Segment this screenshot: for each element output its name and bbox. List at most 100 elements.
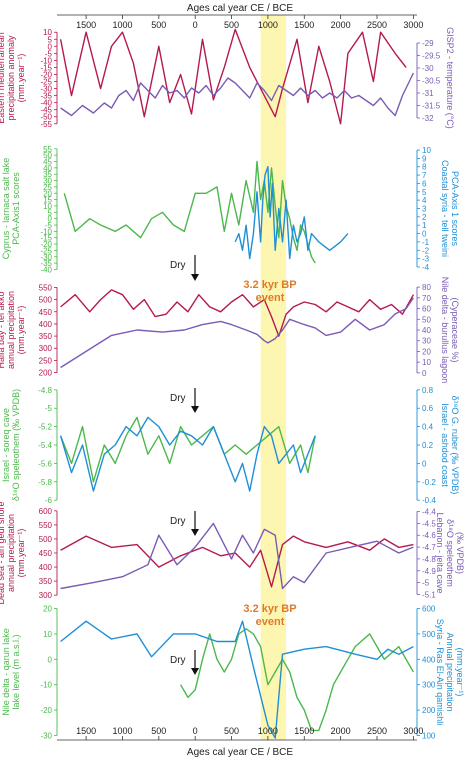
- y-axis-tick-label: 7: [422, 171, 427, 180]
- y-axis-tick-label: -1: [422, 238, 430, 247]
- y-axis-tick-label: 600: [422, 605, 436, 614]
- y-axis-tick-label: 300: [39, 591, 53, 600]
- y-axis-tick-label: 25: [43, 183, 52, 192]
- y-axis-tick-label: -10: [40, 227, 52, 236]
- y-axis-tick-label: 0: [48, 215, 53, 224]
- series-line-right: [60, 620, 414, 739]
- y-axis-tick-label: -5.2: [38, 423, 52, 432]
- series-line-right: [234, 165, 349, 260]
- y-axis-title: Nile delta - qarun lake: [1, 628, 11, 716]
- y-axis-title: Cyprus - larnaca salt lake: [1, 158, 11, 260]
- y-axis-tick-label: 500: [39, 535, 53, 544]
- y-axis-tick-label: -55: [40, 120, 52, 129]
- y-axis-tick-label: -30: [40, 85, 52, 94]
- y-axis-tick-label: 250: [39, 356, 53, 365]
- y-axis-tick-label: -4.5: [422, 519, 436, 528]
- y-axis-title: (mm.year⁻¹): [16, 306, 26, 355]
- y-axis-tick-label: 55: [43, 145, 52, 154]
- top-axis-tick-label: 0: [193, 20, 198, 30]
- bottom-axis-tick-label: 500: [151, 726, 166, 736]
- y-axis-tick-label: 8: [422, 163, 427, 172]
- bottom-axis-tick-label: 500: [224, 726, 239, 736]
- y-axis-tick-label: 1: [422, 221, 427, 230]
- y-axis-tick-label: -40: [40, 265, 52, 274]
- panel-4-right-axis: -0.4 -0.2 0 0.2 0.4 0.6 0.8 Israel - ashdod coa…: [416, 386, 460, 505]
- top-axis-tick-label: 1500: [294, 20, 314, 30]
- dry-label-1: Dry: [170, 260, 186, 271]
- y-axis-tick-label: -30: [422, 64, 434, 73]
- y-axis-tick-label: 0.8: [422, 386, 434, 395]
- top-axis-title: Ages cal year CE / BCE: [187, 3, 293, 14]
- dry-marker-1: Dry: [170, 255, 199, 281]
- y-axis-tick-label: -6: [45, 496, 53, 505]
- panel-4-left-axis: -6 -5.8 -5.6 -5.4 -5.2 -5 -4.8 Israel - soreq c…: [1, 386, 58, 505]
- y-axis-tick-label: 50: [422, 315, 431, 324]
- y-axis-tick-label: -20: [40, 706, 52, 715]
- panel-4: -6 -5.8 -5.6 -5.4 -5.2 -5 -4.8 Israel - soreq c…: [1, 386, 460, 505]
- bottom-axis-tick-label: 2000: [331, 726, 351, 736]
- y-axis-tick-label: -5: [45, 49, 53, 58]
- y-axis-tick-label: 450: [39, 308, 53, 317]
- series-line-left: [63, 160, 316, 264]
- bottom-axis-tick-label: 3000: [403, 726, 423, 736]
- y-axis-title: Dead sea - ain gedi shore: [0, 501, 6, 604]
- dry-label-4: Dry: [170, 655, 186, 666]
- series-line-left: [59, 416, 316, 483]
- y-axis-tick-label: 4: [422, 196, 427, 205]
- y-axis-title: Israel - soreq cave: [1, 408, 11, 482]
- bottom-axis-tick-label: 1000: [258, 726, 278, 736]
- series-line-right: [59, 416, 316, 492]
- y-axis-tick-label: -3: [422, 255, 430, 264]
- y-axis-tick-label: 0: [422, 230, 427, 239]
- y-axis-tick-label: 3: [422, 205, 427, 214]
- y-axis-tick-label: 100: [422, 731, 436, 740]
- top-axis-tick-label: 1000: [112, 20, 132, 30]
- y-axis-title: (mm.year⁻¹): [16, 54, 26, 103]
- top-axis-tick-label: 1500: [76, 20, 96, 30]
- y-axis-title: Nile delta - burullus lagoon: [440, 277, 450, 384]
- y-axis-tick-label: 500: [422, 630, 436, 639]
- panel-2: -40-35-30-25-20-15-10-505101520253035404…: [1, 145, 460, 275]
- y-axis-tick-label: 200: [422, 706, 436, 715]
- y-axis-tick-label: -25: [40, 78, 52, 87]
- y-axis-tick-label: -4: [422, 263, 430, 272]
- y-axis-tick-label: -5.1: [422, 590, 436, 599]
- y-axis-tick-label: -5.4: [38, 441, 52, 450]
- y-axis-title: (‰ VPDB): [455, 532, 465, 574]
- y-axis-tick-label: 10: [43, 28, 52, 37]
- panel-6-left-axis: 20 10 0 -10 -20 -30 Nile delta - qarun lake lak…: [1, 605, 58, 740]
- y-axis-tick-label: 300: [39, 344, 53, 353]
- y-axis-tick-label: -31: [422, 89, 434, 98]
- panels: 1050-5-10-15-20-25-30-35-40-45-50-55East…: [0, 27, 465, 740]
- y-axis-tick-label: 0: [48, 655, 53, 664]
- y-axis-tick-label: -29: [422, 39, 434, 48]
- y-axis-tick-label: -4.6: [422, 531, 436, 540]
- dry-arrowhead-1: [191, 274, 199, 281]
- bottom-x-axis: 1500 1000 500 0 500 1000 1500 2000 2500 3000: [57, 726, 423, 741]
- y-axis-title: δ¹⁸O speleothem (‰ VPDB): [11, 389, 21, 501]
- dry-arrowhead-3: [191, 529, 199, 536]
- y-axis-tick-label: 300: [422, 681, 436, 690]
- y-axis-tick-label: 400: [422, 655, 436, 664]
- y-axis-tick-label: 10: [43, 202, 52, 211]
- series-line-left: [60, 535, 414, 588]
- y-axis-tick-label: -35: [40, 92, 52, 101]
- top-axis-tick-label: 2000: [331, 20, 351, 30]
- y-axis-tick-label: 20: [43, 605, 52, 614]
- y-axis-tick-label: -4.7: [422, 543, 436, 552]
- y-axis-tick-label: -15: [40, 234, 52, 243]
- y-axis-tick-label: 30: [43, 177, 52, 186]
- y-axis-tick-label: 350: [39, 332, 53, 341]
- y-axis-title: Israel - ashdod coast: [440, 403, 450, 487]
- y-axis-tick-label: -30: [40, 731, 52, 740]
- y-axis-title: PCA-Axis 1 scores: [450, 171, 460, 247]
- y-axis-tick-label: 0.6: [422, 404, 434, 413]
- y-axis-tick-label: 80: [422, 283, 431, 292]
- series-line-right: [60, 297, 414, 369]
